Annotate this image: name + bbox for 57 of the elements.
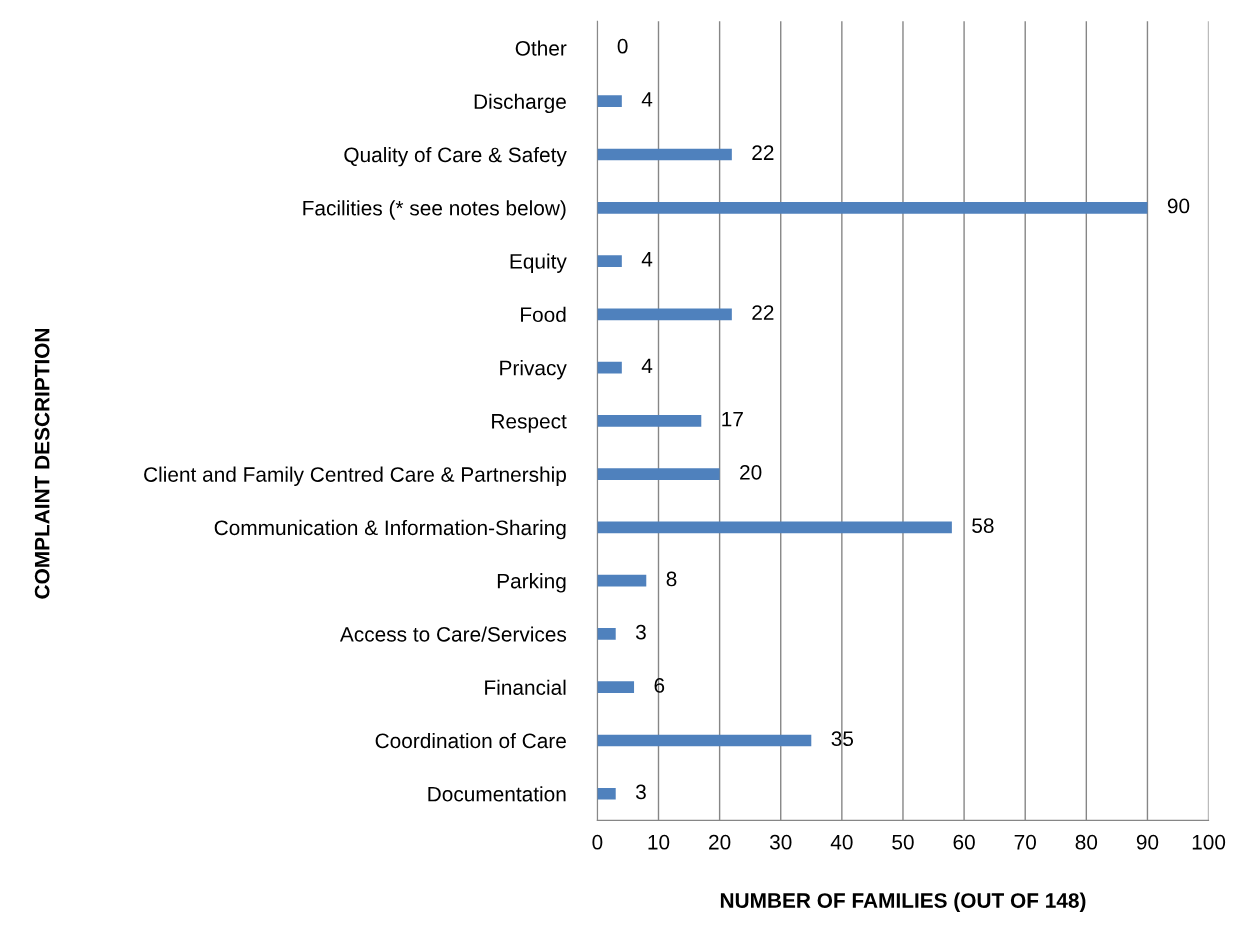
- y-tick-label: Discharge: [474, 93, 566, 114]
- y-tick-label: Quality of Care & Safety: [344, 146, 567, 167]
- data-label: 0: [617, 38, 628, 54]
- data-label: 4: [641, 252, 653, 267]
- y-tick-label: Parking: [497, 573, 566, 593]
- bar: [597, 415, 702, 427]
- data-label: 3: [635, 784, 646, 800]
- y-tick-label: Access to Care/Services: [339, 626, 567, 642]
- bar: [597, 255, 622, 267]
- y-tick-label: Facilities (* see notes below): [303, 200, 566, 220]
- x-axis-title: NUMBER OF FAMILIES (OUT OF 148): [720, 892, 1086, 913]
- data-label: 17: [722, 411, 743, 427]
- y-tick-label: Documentation: [428, 786, 566, 802]
- bar: [597, 521, 952, 534]
- x-tick-label: 10: [648, 834, 670, 850]
- x-tick-label: 0: [592, 834, 603, 850]
- y-tick-label: Financial: [485, 679, 566, 695]
- x-tick-label: 30: [769, 834, 792, 850]
- data-label: 3: [635, 624, 646, 640]
- bar: [597, 201, 1148, 214]
- bar: [597, 95, 622, 108]
- bar: [597, 628, 616, 640]
- bar: [597, 681, 635, 694]
- y-tick-label: Food: [521, 306, 566, 323]
- data-label: 8: [666, 571, 677, 587]
- bar: [597, 361, 622, 374]
- bar: [597, 148, 732, 161]
- x-tick-label: 70: [1014, 834, 1036, 850]
- x-tick-label: 20: [709, 834, 731, 850]
- bar: [597, 574, 647, 587]
- x-tick-label: 90: [1136, 834, 1159, 850]
- data-label: 22: [752, 145, 774, 160]
- x-tick-label: 80: [1075, 834, 1098, 850]
- y-tick-label: Respect: [492, 414, 567, 433]
- data-label: 6: [654, 678, 665, 693]
- data-label: 35: [831, 731, 854, 747]
- x-tick-label: 60: [953, 834, 975, 850]
- x-tick-label: 50: [892, 834, 914, 850]
- data-label: 20: [740, 464, 762, 480]
- data-label: 4: [641, 92, 653, 107]
- bar: [597, 787, 616, 800]
- data-label: 22: [752, 305, 774, 320]
- y-tick-label: Communication & Information-Sharing: [214, 519, 566, 540]
- data-label: 90: [1167, 198, 1190, 214]
- y-tick-label: Equity: [510, 253, 567, 273]
- x-tick-label: 100: [1192, 834, 1226, 850]
- data-label: 4: [641, 358, 653, 373]
- bar: [597, 734, 812, 747]
- y-tick-label: Coordination of Care: [375, 732, 566, 749]
- y-axis-title: COMPLAINT DESCRIPTION: [34, 328, 50, 599]
- x-tick-label: 40: [830, 834, 853, 850]
- y-tick-label: Privacy: [500, 360, 567, 380]
- y-tick-label: Client and Family Centred Care & Partnership: [144, 466, 566, 486]
- data-label: 58: [972, 518, 994, 533]
- y-tick-label: Other: [515, 40, 567, 56]
- bar: [597, 308, 732, 321]
- bar: [597, 468, 720, 480]
